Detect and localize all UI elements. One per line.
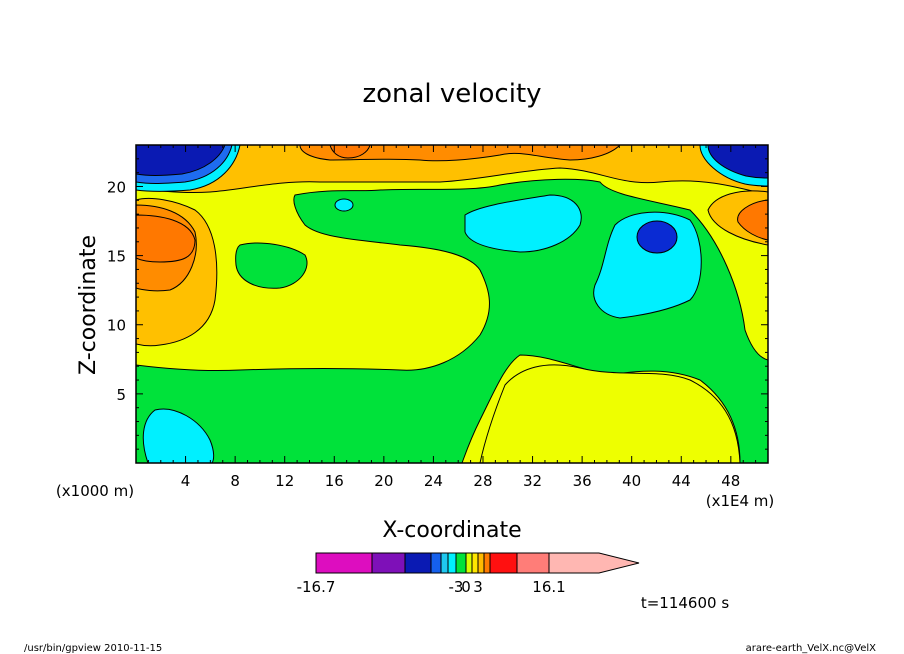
footer-right: arare-earth_VelX.nc@VelX bbox=[746, 643, 877, 654]
colorbar-segment bbox=[477, 552, 485, 574]
y-axis-unit: (x1000 m) bbox=[56, 482, 134, 500]
x-tick-label: 8 bbox=[230, 472, 240, 490]
contour-region bbox=[136, 145, 226, 176]
contour-region bbox=[136, 214, 196, 263]
y-tick-label: 20 bbox=[107, 178, 126, 196]
x-axis-label: X-coordinate bbox=[382, 518, 521, 543]
y-tick-label: 10 bbox=[107, 317, 126, 335]
contour-region bbox=[329, 145, 371, 159]
x-tick-label: 32 bbox=[523, 472, 542, 490]
contour-region bbox=[142, 408, 215, 463]
y-axis-label: Z-coordinate bbox=[76, 235, 101, 375]
contour-region bbox=[464, 194, 582, 253]
x-tick-label: 24 bbox=[424, 472, 443, 490]
contour-region bbox=[235, 242, 308, 289]
x-axis-unit: (x1E4 m) bbox=[706, 492, 775, 510]
colorbar-segment bbox=[516, 552, 550, 574]
footer-left: /usr/bin/gpview 2010-11-15 bbox=[24, 643, 162, 654]
colorbar-label: 16.1 bbox=[532, 578, 565, 596]
colorbar: -16.7 -30 3 16.1 bbox=[297, 552, 640, 596]
x-tick-label: 4 bbox=[181, 472, 191, 490]
colorbar-segment bbox=[483, 552, 491, 574]
colorbar-segment bbox=[430, 552, 442, 574]
y-tick-label: 5 bbox=[116, 386, 126, 404]
colorbar-label: -3 bbox=[449, 578, 464, 596]
colorbar-label: 3 bbox=[473, 578, 483, 596]
x-tick-label: 28 bbox=[473, 472, 492, 490]
y-axis: 5 10 15 20 bbox=[107, 158, 768, 450]
x-tick-label: 48 bbox=[721, 472, 740, 490]
colorbar-label: -16.7 bbox=[297, 578, 336, 596]
x-axis: 4 8 12 16 20 24 28 32 36 40 44 48 bbox=[147, 145, 757, 490]
y-tick-label: 15 bbox=[107, 248, 126, 266]
colorbar-segment bbox=[447, 552, 457, 574]
x-tick-label: 44 bbox=[672, 472, 691, 490]
colorbar-segment bbox=[455, 552, 467, 574]
colorbar-segment bbox=[404, 552, 432, 574]
chart-title: zonal velocity bbox=[362, 79, 541, 109]
colorbar-segment bbox=[315, 552, 373, 574]
contour-region bbox=[737, 199, 768, 241]
x-tick-label: 20 bbox=[374, 472, 393, 490]
x-tick-label: 40 bbox=[622, 472, 641, 490]
time-label: t=114600 s bbox=[641, 594, 729, 612]
contour-region bbox=[299, 145, 621, 162]
contour-region bbox=[334, 198, 354, 212]
contour-region bbox=[136, 145, 768, 196]
colorbar-segment bbox=[489, 552, 518, 574]
colorbar-segment bbox=[548, 552, 640, 574]
plot-frame bbox=[135, 144, 769, 464]
x-tick-label: 12 bbox=[275, 472, 294, 490]
contour-region bbox=[707, 145, 768, 179]
x-tick-label: 16 bbox=[325, 472, 344, 490]
colorbar-segment bbox=[471, 552, 479, 574]
colorbar-segment bbox=[465, 552, 473, 574]
colorbar-segment bbox=[371, 552, 406, 574]
contour-region bbox=[636, 220, 678, 254]
colorbar-label: 0 bbox=[461, 578, 471, 596]
colorbar-segment bbox=[440, 552, 449, 574]
x-tick-label: 36 bbox=[573, 472, 592, 490]
contour-region bbox=[479, 364, 741, 463]
contour-field bbox=[136, 145, 768, 463]
